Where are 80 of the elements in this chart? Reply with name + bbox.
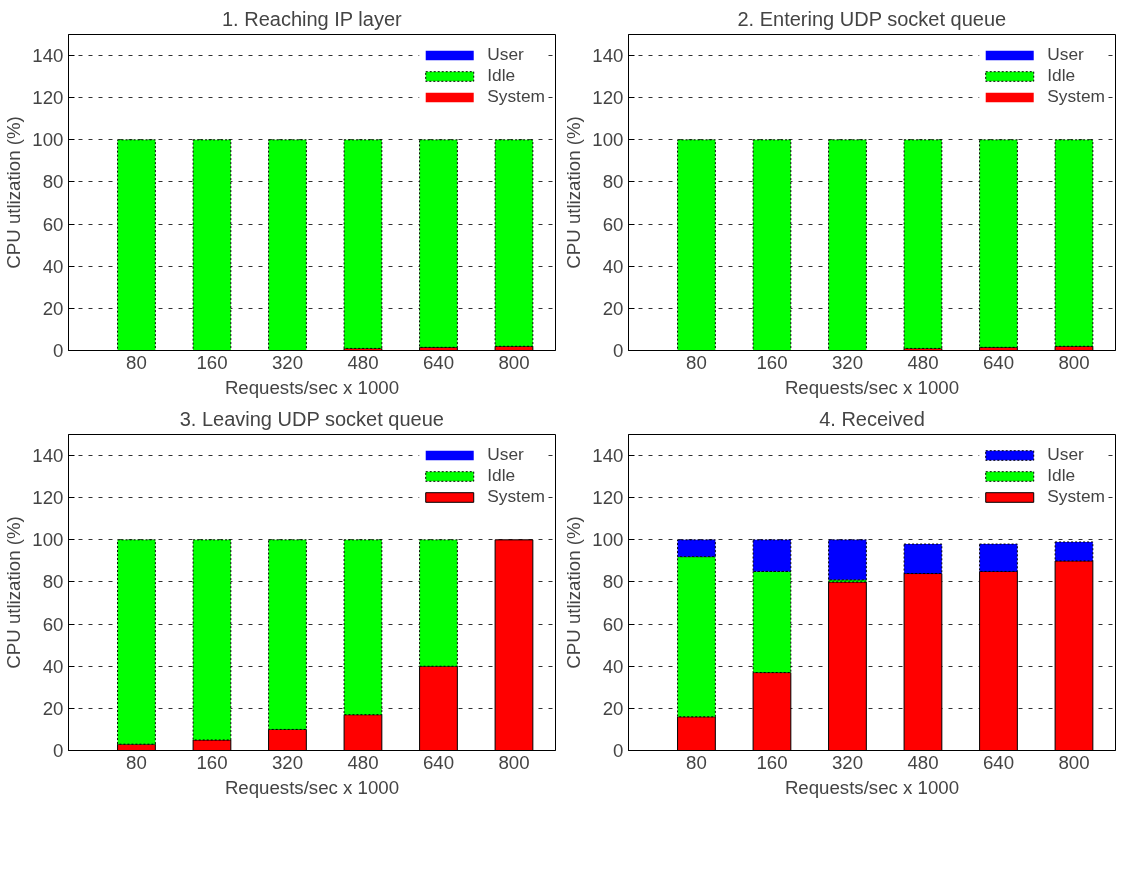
- x-axis-title: Requests/sec x 1000: [224, 376, 400, 398]
- x-tick-label: 80: [126, 751, 147, 773]
- chart-title: 2. Entering UDP socket queue: [737, 7, 1007, 30]
- x-tick-label: 80: [686, 751, 707, 773]
- x-tick-label: 800: [498, 351, 530, 373]
- x-tick-label: 640: [982, 751, 1015, 773]
- y-tick-label: 40: [602, 655, 624, 677]
- x-tick-label: 160: [196, 751, 228, 773]
- y-axis-title: CPU utlization (%): [563, 516, 585, 669]
- x-tick-label: 480: [347, 751, 379, 773]
- x-tick-label: 480: [907, 751, 939, 773]
- y-tick-label: 0: [53, 340, 64, 361]
- x-tick-label: 480: [907, 351, 939, 373]
- y-tick-label: 20: [42, 697, 64, 719]
- y-tick-label: 20: [602, 297, 624, 319]
- chart-title: 1. Reaching IP layer: [221, 7, 403, 30]
- y-tick-label: 0: [53, 740, 64, 761]
- legend-label: System: [487, 486, 545, 507]
- y-axis-title: CPU utlization (%): [3, 116, 25, 269]
- x-tick-label: 480: [347, 351, 379, 373]
- y-tick-label: 120: [32, 487, 64, 509]
- y-tick-label: 140: [592, 445, 624, 467]
- y-tick-label: 20: [602, 697, 624, 719]
- y-tick-label: 100: [592, 529, 624, 551]
- x-tick-label: 160: [756, 351, 788, 373]
- x-tick-label: 640: [422, 751, 455, 773]
- chart-title: 3. Leaving UDP socket queue: [179, 407, 444, 430]
- x-tick-label: 320: [831, 751, 864, 773]
- x-tick-label: 320: [831, 351, 864, 373]
- y-tick-label: 100: [592, 129, 624, 151]
- y-tick-label: 80: [602, 171, 624, 193]
- legend-label: User: [1047, 44, 1084, 65]
- legend-label: User: [1047, 444, 1084, 465]
- x-tick-label: 80: [686, 351, 707, 373]
- y-tick-label: 140: [32, 445, 64, 467]
- x-axis-title: Requests/sec x 1000: [784, 376, 960, 398]
- x-tick-label: 320: [271, 351, 304, 373]
- legend-label: System: [1047, 86, 1105, 107]
- legend-label: Idle: [1047, 65, 1076, 86]
- x-tick-label: 640: [982, 351, 1015, 373]
- legend-label: Idle: [487, 465, 516, 486]
- legend-label: System: [487, 86, 545, 107]
- x-tick-label: 160: [196, 351, 228, 373]
- x-axis-title: Requests/sec x 1000: [784, 776, 960, 798]
- y-tick-label: 40: [42, 255, 64, 277]
- y-tick-label: 20: [42, 297, 64, 319]
- y-tick-label: 60: [42, 213, 64, 235]
- y-tick-label: 100: [32, 129, 64, 151]
- x-tick-label: 160: [756, 751, 788, 773]
- y-tick-label: 0: [613, 740, 624, 761]
- x-tick-label: 320: [271, 751, 304, 773]
- x-tick-label: 80: [126, 351, 147, 373]
- legend-label: System: [1047, 486, 1105, 507]
- legend-label: User: [487, 444, 524, 465]
- legend-label: Idle: [487, 65, 516, 86]
- y-tick-label: 40: [42, 655, 64, 677]
- legend-label: Idle: [1047, 465, 1076, 486]
- x-tick-label: 800: [498, 751, 530, 773]
- y-tick-label: 140: [592, 45, 624, 67]
- y-axis-title: CPU utlization (%): [563, 116, 585, 269]
- x-axis-title: Requests/sec x 1000: [224, 776, 400, 798]
- y-axis-title: CPU utlization (%): [3, 516, 25, 669]
- y-tick-label: 120: [592, 87, 624, 109]
- x-tick-label: 640: [422, 351, 455, 373]
- y-tick-label: 60: [42, 613, 64, 635]
- y-tick-label: 120: [32, 87, 64, 109]
- y-tick-label: 120: [592, 487, 624, 509]
- y-tick-label: 80: [42, 171, 64, 193]
- y-tick-label: 140: [32, 45, 64, 67]
- chart-title: 4. Received: [819, 407, 925, 430]
- y-tick-label: 80: [602, 571, 624, 593]
- x-tick-label: 800: [1058, 351, 1090, 373]
- y-tick-label: 80: [42, 571, 64, 593]
- y-tick-label: 0: [613, 340, 624, 361]
- y-tick-label: 40: [602, 255, 624, 277]
- legend-label: User: [487, 44, 524, 65]
- y-tick-label: 100: [32, 529, 64, 551]
- x-tick-label: 800: [1058, 751, 1090, 773]
- y-tick-label: 60: [602, 213, 624, 235]
- y-tick-label: 60: [602, 613, 624, 635]
